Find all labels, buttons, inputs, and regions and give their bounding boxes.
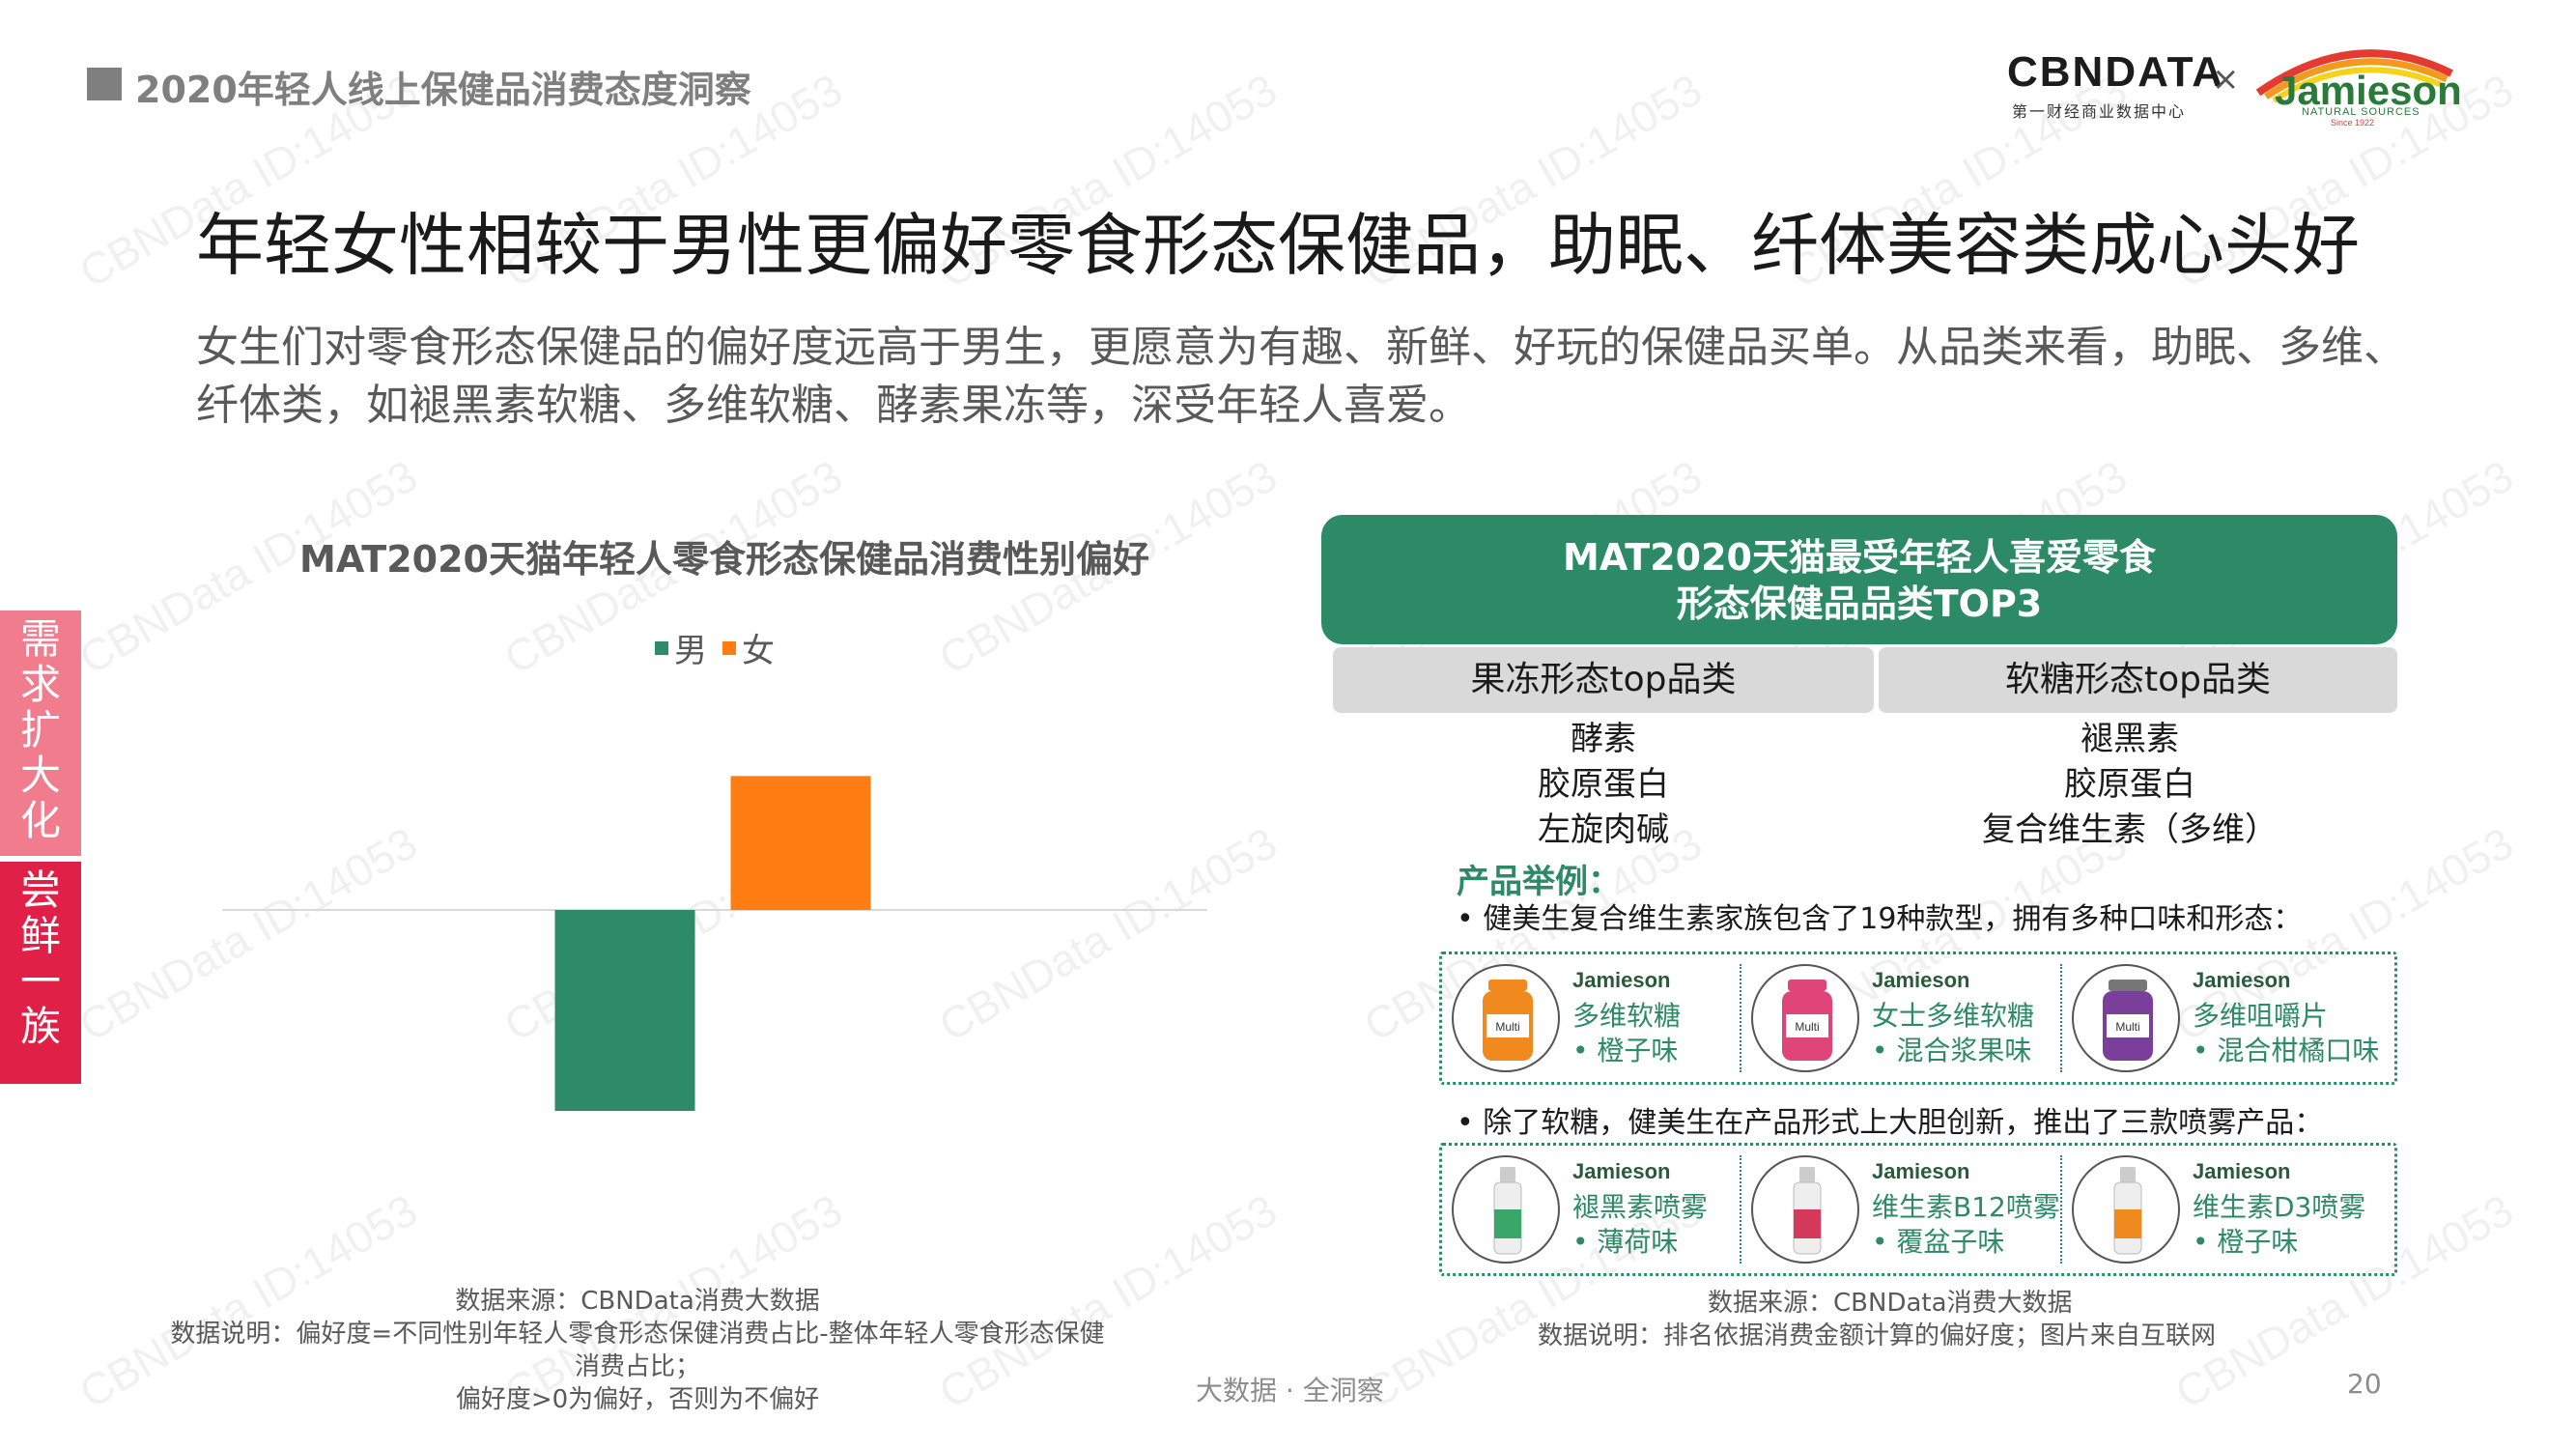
product-flavor: • 覆盆子味 [1872, 1226, 2005, 1258]
product-card: Multi Jamieson 多维咀嚼片 • 混合柑橘口味 [2062, 954, 2381, 1082]
examples-bullet-gummies: • 健美生复合维生素家族包含了19种款型，拥有多种口味和形态： [1457, 902, 2303, 936]
product-brand: Jamieson [2193, 1159, 2291, 1183]
right-data-source: 数据来源：CBNData消费大数据 数据说明：排名依据消费金额计算的偏好度；图片… [1430, 1287, 2395, 1352]
product-name: 多维咀嚼片 [2193, 1000, 2329, 1032]
product-bottle-icon: Multi [1751, 964, 1859, 1072]
footer-tagline: 大数据 · 全洞察 [1196, 1375, 1384, 1406]
jamieson-rainbow-icon [2255, 49, 2453, 102]
gummy-products-box: Multi Jamieson 多维软糖 • 橙子味 Multi Jamieson… [1439, 952, 2397, 1085]
left-source-note: 数据说明：偏好度=不同性别年轻人零食形态保健消费占比-整体年轻人零食形态保健消费… [170, 1320, 1105, 1381]
side-tab-char: 化 [19, 797, 61, 844]
spray-products-box: Jamieson 褪黑素喷雾 • 薄荷味 Jamieson 维生素B12喷雾 •… [1439, 1143, 2397, 1276]
product-brand: Jamieson [1872, 968, 1970, 992]
product-brand: Jamieson [2193, 968, 2291, 992]
header-square-icon [87, 68, 122, 100]
product-flavor: • 混合柑橘口味 [2193, 1035, 2380, 1066]
product-name: 女士多维软糖 [1872, 1000, 2035, 1032]
product-brand: Jamieson [1572, 968, 1671, 992]
top3-title-line2: 形态保健品品类TOP3 [1676, 582, 2043, 625]
svg-text:Multi: Multi [1495, 1020, 1519, 1034]
jamieson-logo-since: Since 1922 [2331, 118, 2375, 128]
list-item: 复合维生素（多维） [1982, 810, 2278, 849]
product-bottle-icon: Multi [2072, 964, 2180, 1072]
product-card: Multi Jamieson 多维软糖 • 橙子味 [1442, 954, 1761, 1082]
side-tab-char: 一 [19, 957, 61, 1005]
gender-preference-chart [222, 776, 1207, 1111]
product-divider [2060, 1155, 2062, 1264]
bar-female [730, 776, 871, 910]
side-tab-early-adopters [0, 862, 81, 1084]
chart-legend: 男 女 [655, 624, 775, 671]
side-tab-char: 求 [19, 661, 61, 708]
spray-bottle-icon [1751, 1155, 1859, 1264]
page-number: 20 [2347, 1368, 2382, 1400]
side-tab-demand-expansion [0, 611, 81, 856]
product-flavor: • 薄荷味 [1572, 1226, 1679, 1258]
side-tab-char: 需 [19, 615, 61, 663]
product-name: 褪黑素喷雾 [1572, 1191, 1709, 1223]
side-tab-char: 族 [19, 1003, 61, 1050]
product-card: Jamieson 维生素B12喷雾 • 覆盆子味 [1741, 1146, 2060, 1273]
product-divider [1740, 1155, 1741, 1264]
jamieson-logo: Jamieson [2275, 68, 2462, 113]
spray-bottle-icon [1452, 1155, 1560, 1264]
product-divider [2060, 964, 2062, 1072]
top3-header: MAT2020天猫最受年轻人喜爱零食 形态保健品品类TOP3 [1321, 515, 2397, 644]
product-name: 多维软糖 [1572, 1000, 1682, 1032]
legend-label-female: 女 [742, 632, 775, 670]
product-flavor: • 橙子味 [1572, 1035, 1679, 1066]
product-brand: Jamieson [1572, 1159, 1671, 1183]
top3-title-line1: MAT2020天猫最受年轻人喜爱零食 [1563, 536, 2156, 579]
spray-bottle-icon [2072, 1155, 2180, 1264]
product-flavor: • 混合浆果味 [1872, 1035, 2032, 1066]
product-name: 维生素B12喷雾 [1872, 1191, 2060, 1223]
left-source-line: 数据来源：CBNData消费大数据 [455, 1287, 820, 1316]
product-name: 维生素D3喷雾 [2193, 1191, 2366, 1223]
cbndata-logo: CBNDATA [2007, 48, 2224, 96]
list-item: 胶原蛋白 [1538, 765, 1669, 804]
side-tab-char: 尝 [19, 867, 61, 914]
jelly-category-list: 酵素 胶原蛋白 左旋肉碱 [1333, 717, 1874, 853]
left-source-note: 偏好度>0为偏好，否则为不偏好 [455, 1385, 820, 1414]
product-divider [1740, 964, 1741, 1072]
page-subtitle: 女生们对零食形态保健品的偏好度远高于男生，更愿意为有趣、新鲜、好玩的保健品买单。… [196, 323, 2406, 430]
gummy-column-header: 软糖形态top品类 [1879, 647, 2397, 713]
bar-male [554, 910, 695, 1111]
right-source-note: 数据说明：排名依据消费金额计算的偏好度；图片来自互联网 [1538, 1321, 2217, 1350]
list-item: 酵素 [1571, 720, 1636, 758]
chart-title: MAT2020天猫年轻人零食形态保健品消费性别偏好 [299, 538, 1149, 581]
legend-item-female: 女 [722, 624, 775, 671]
left-data-source: 数据来源：CBNData消费大数据 数据说明：偏好度=不同性别年轻人零食形态保健… [164, 1285, 1111, 1416]
legend-swatch-female [722, 640, 736, 655]
examples-label: 产品举例： [1457, 863, 1621, 901]
examples-bullet-sprays: • 除了软糖，健美生在产品形式上大胆创新，推出了三款喷雾产品： [1457, 1106, 2324, 1140]
section-title: 2020年轻人线上保健品消费态度洞察 [135, 69, 751, 111]
jamieson-logo-subtitle: NATURAL SOURCES [2302, 106, 2420, 118]
legend-swatch-male [655, 640, 668, 655]
right-source-line: 数据来源：CBNData消费大数据 [1708, 1289, 2073, 1318]
list-item: 褪黑素 [2081, 720, 2179, 758]
list-item: 胶原蛋白 [2064, 765, 2195, 804]
legend-item-male: 男 [655, 624, 707, 671]
product-brand: Jamieson [1872, 1159, 1970, 1183]
legend-label-male: 男 [674, 632, 707, 670]
product-card: Jamieson 褪黑素喷雾 • 薄荷味 [1442, 1146, 1761, 1273]
product-bottle-icon: Multi [1452, 964, 1560, 1072]
cbndata-logo-subtitle: 第一财经商业数据中心 [2012, 102, 2187, 121]
svg-text:Multi: Multi [2115, 1020, 2139, 1034]
side-tab-char: 扩 [19, 706, 61, 753]
logo-separator: × [2212, 60, 2240, 99]
product-flavor: • 橙子味 [2193, 1226, 2299, 1258]
list-item: 左旋肉碱 [1538, 810, 1669, 849]
product-card: Jamieson 维生素D3喷雾 • 橙子味 [2062, 1146, 2381, 1273]
side-tab-char: 大 [19, 752, 61, 799]
page-title: 年轻女性相较于男性更偏好零食形态保健品，助眠、纤体美容类成心头好 [196, 206, 2360, 285]
gummy-category-list: 褪黑素 胶原蛋白 复合维生素（多维） [1879, 717, 2381, 853]
jelly-column-header: 果冻形态top品类 [1333, 647, 1874, 713]
product-card: Multi Jamieson 女士多维软糖 • 混合浆果味 [1741, 954, 2060, 1082]
side-tab-char: 鲜 [19, 912, 61, 959]
svg-text:Multi: Multi [1795, 1020, 1819, 1034]
